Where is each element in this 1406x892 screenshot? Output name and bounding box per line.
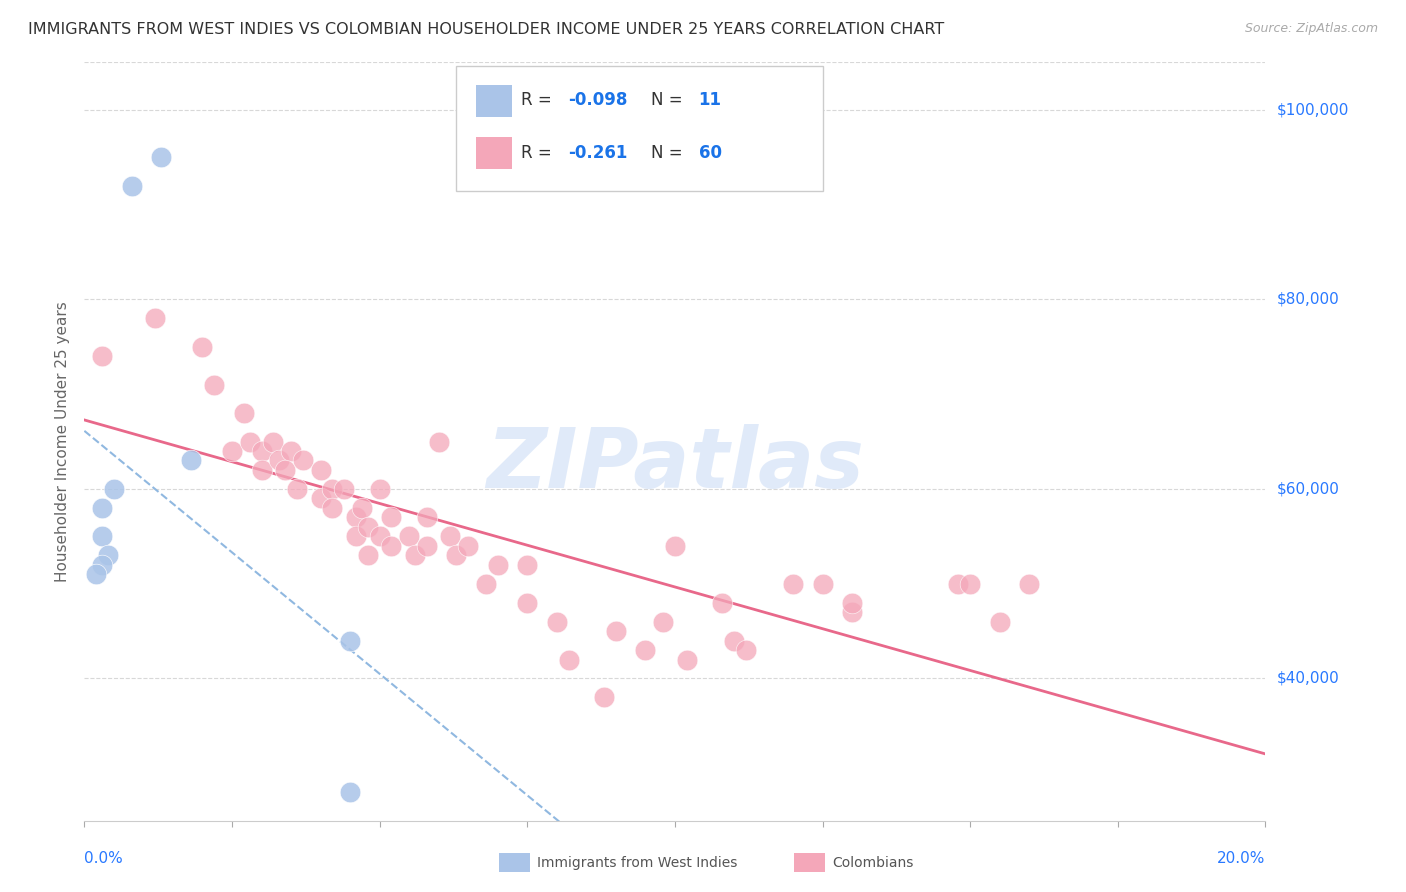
Point	[398, 529, 420, 543]
Point	[546, 615, 568, 629]
Text: N =: N =	[651, 91, 688, 110]
Point	[948, 576, 970, 591]
Point	[404, 548, 426, 563]
Point	[357, 548, 380, 563]
Point	[516, 596, 538, 610]
Text: IMMIGRANTS FROM WEST INDIES VS COLOMBIAN HOUSEHOLDER INCOME UNDER 25 YEARS CORRE: IMMIGRANTS FROM WEST INDIES VS COLOMBIAN…	[28, 22, 945, 37]
Point	[202, 377, 225, 392]
Point	[427, 434, 450, 449]
Point	[1018, 576, 1040, 591]
Text: R =: R =	[522, 91, 557, 110]
Text: 60: 60	[699, 145, 721, 162]
Point	[811, 576, 834, 591]
Point	[486, 558, 509, 572]
Text: N =: N =	[651, 145, 688, 162]
Point	[959, 576, 981, 591]
Point	[103, 482, 125, 496]
Point	[988, 615, 1011, 629]
Point	[250, 463, 273, 477]
Point	[269, 453, 291, 467]
Point	[180, 453, 202, 467]
Text: 0.0%: 0.0%	[84, 851, 124, 866]
Text: -0.098: -0.098	[568, 91, 628, 110]
Text: $100,000: $100,000	[1277, 103, 1348, 118]
Point	[191, 340, 214, 354]
Text: 20.0%: 20.0%	[1218, 851, 1265, 866]
Point	[91, 558, 114, 572]
Point	[357, 520, 380, 534]
Point	[285, 482, 308, 496]
Point	[91, 529, 114, 543]
Point	[368, 482, 391, 496]
Point	[416, 539, 439, 553]
Point	[664, 539, 686, 553]
Point	[557, 652, 579, 666]
Point	[344, 510, 367, 524]
Point	[516, 558, 538, 572]
Point	[221, 444, 243, 458]
Point	[274, 463, 297, 477]
FancyBboxPatch shape	[477, 136, 512, 169]
Text: $80,000: $80,000	[1277, 292, 1340, 307]
Point	[368, 529, 391, 543]
Text: Source: ZipAtlas.com: Source: ZipAtlas.com	[1244, 22, 1378, 36]
Text: R =: R =	[522, 145, 562, 162]
Point	[841, 605, 863, 619]
Point	[321, 482, 343, 496]
Point	[262, 434, 284, 449]
Point	[309, 463, 332, 477]
Point	[439, 529, 461, 543]
Point	[232, 406, 254, 420]
Point	[711, 596, 734, 610]
Point	[333, 482, 356, 496]
Point	[280, 444, 302, 458]
Point	[782, 576, 804, 591]
Text: Colombians: Colombians	[832, 855, 914, 870]
Point	[344, 529, 367, 543]
Point	[97, 548, 120, 563]
Point	[605, 624, 627, 639]
Text: ZIPatlas: ZIPatlas	[486, 424, 863, 505]
Point	[143, 311, 166, 326]
Point	[593, 690, 616, 705]
Text: -0.261: -0.261	[568, 145, 628, 162]
FancyBboxPatch shape	[457, 66, 823, 191]
Text: Immigrants from West Indies: Immigrants from West Indies	[537, 855, 738, 870]
Point	[350, 500, 373, 515]
FancyBboxPatch shape	[477, 85, 512, 117]
Point	[416, 510, 439, 524]
Point	[675, 652, 697, 666]
Point	[84, 567, 107, 582]
Point	[321, 500, 343, 515]
Text: 11: 11	[699, 91, 721, 110]
Point	[291, 453, 314, 467]
Point	[380, 539, 402, 553]
Point	[457, 539, 479, 553]
Text: $40,000: $40,000	[1277, 671, 1340, 686]
Point	[339, 785, 361, 799]
Y-axis label: Householder Income Under 25 years: Householder Income Under 25 years	[55, 301, 70, 582]
Point	[446, 548, 468, 563]
Point	[91, 349, 114, 363]
Point	[239, 434, 262, 449]
Point	[723, 633, 745, 648]
Point	[634, 643, 657, 657]
Point	[475, 576, 498, 591]
Point	[150, 150, 173, 164]
Point	[121, 178, 143, 193]
Point	[309, 491, 332, 506]
Point	[250, 444, 273, 458]
Point	[380, 510, 402, 524]
Text: $60,000: $60,000	[1277, 482, 1340, 497]
Point	[91, 500, 114, 515]
Point	[652, 615, 675, 629]
Point	[841, 596, 863, 610]
Point	[339, 633, 361, 648]
Point	[734, 643, 756, 657]
